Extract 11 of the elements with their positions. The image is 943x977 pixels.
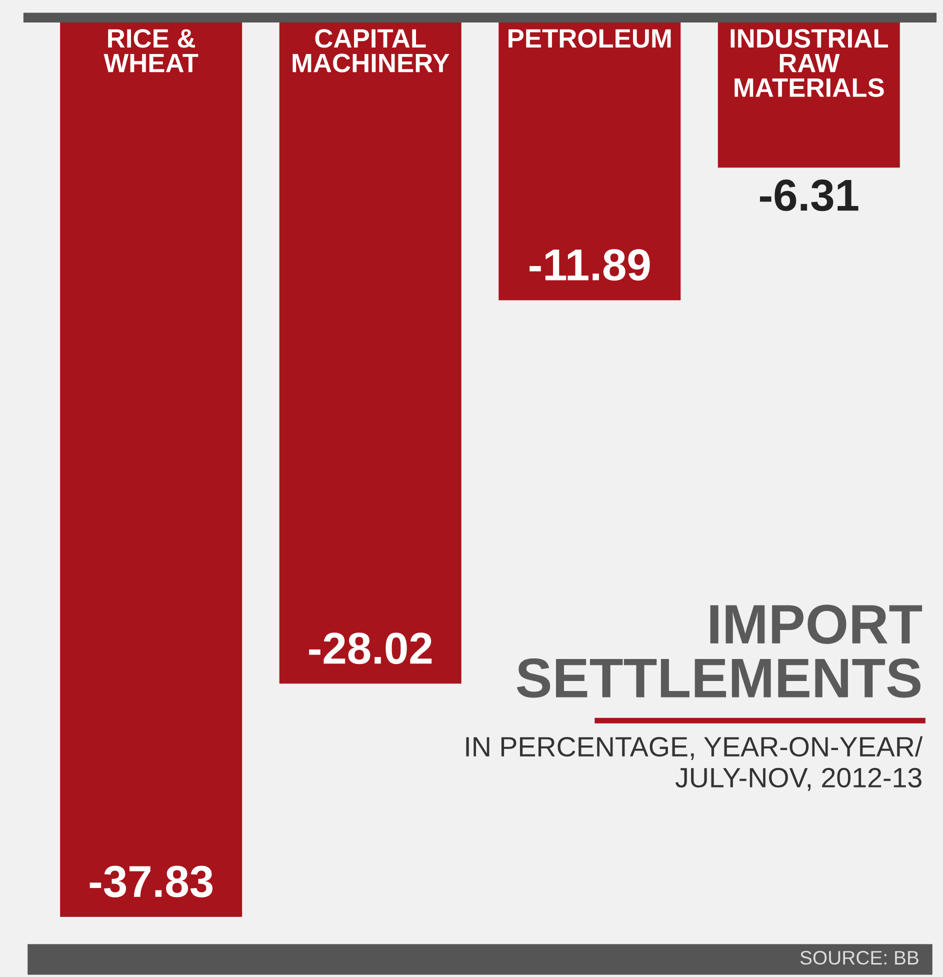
data-label: -28.02: [309, 632, 432, 664]
x-tick-label: CAPITAL MACHINERY: [292, 29, 450, 72]
data-label: -6.31: [760, 180, 858, 212]
x-tick-label: RICE & WHEAT: [104, 29, 198, 72]
text: IMPORT SETTLEMENTS: [516, 604, 922, 698]
data-label: -37.83: [90, 866, 212, 898]
source-note: SOURCE: BB: [800, 950, 918, 965]
text: IN PERCENTAGE, YEAR-ON-YEAR/ JULY-NOV, 2012-13: [466, 736, 923, 791]
x-tick-label: PETROLEUM: [508, 29, 671, 48]
x-tick-label: INDUSTRIAL RAW MATERIALS: [730, 29, 888, 97]
data-label: -11.89: [530, 249, 650, 281]
